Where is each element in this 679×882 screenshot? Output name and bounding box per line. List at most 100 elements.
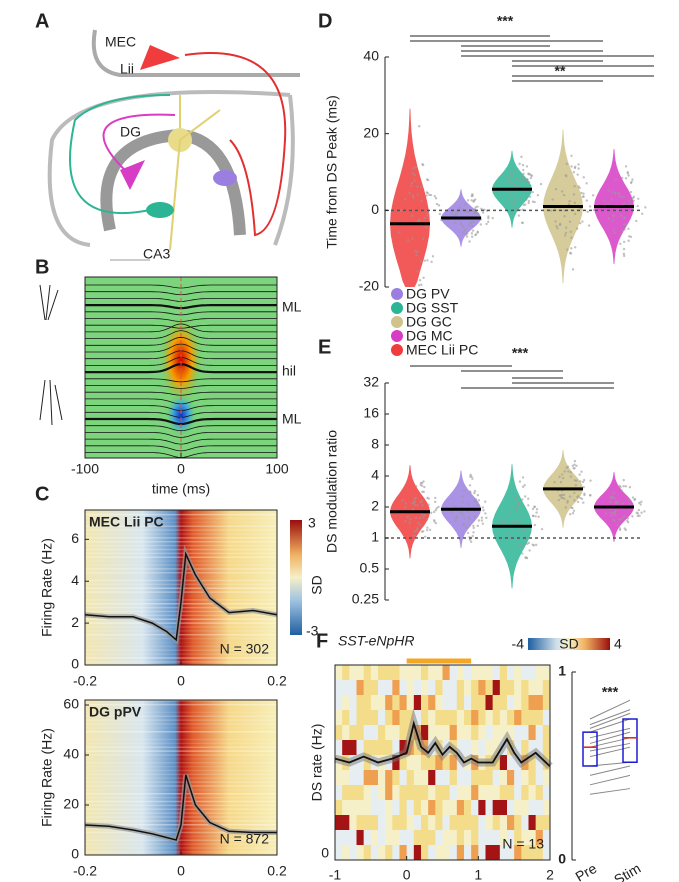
heatmap-cell (485, 815, 493, 831)
sample-dot (421, 504, 424, 507)
heatmap-cell (428, 710, 436, 726)
raster-row (85, 513, 277, 516)
heatmap-cell (399, 695, 407, 711)
sample-dot (580, 470, 583, 473)
heatmap-cell (399, 770, 407, 786)
sample-dot (415, 253, 418, 257)
sample-dot (629, 190, 633, 194)
heatmap-cell (413, 830, 422, 846)
sample-dot (437, 204, 441, 207)
heatmap-cell (392, 680, 400, 696)
heatmap-cell (478, 815, 486, 831)
heatmap-cell (521, 680, 529, 696)
heatmap-cell (442, 710, 450, 726)
sample-dot (467, 502, 470, 506)
heatmap-cell (435, 815, 443, 831)
heatmap-cell (492, 710, 501, 726)
heatmap-cell (449, 680, 458, 696)
sample-dot (636, 514, 639, 518)
sample-dot (533, 523, 537, 527)
sample-dot (459, 511, 463, 515)
heatmap-cell (435, 695, 443, 711)
sample-dot (577, 185, 580, 188)
raster-row (85, 731, 277, 733)
raster-row (85, 548, 277, 551)
heatmap-cell (514, 770, 522, 786)
heatmap-cell (428, 695, 436, 711)
heatmap-cell (499, 695, 508, 711)
sample-dot (513, 198, 516, 201)
heatmap-cell (349, 815, 357, 831)
sample-dot (570, 506, 573, 509)
sample-dot (622, 485, 625, 488)
heatmap-cell (421, 755, 429, 771)
heatmap-cell (442, 725, 450, 741)
sample-dot (515, 208, 518, 212)
heatmap-cell (499, 725, 508, 741)
sample-dot (570, 165, 573, 168)
sample-dot (423, 535, 427, 538)
mean-rate-line (84, 774, 277, 841)
x-tick-label: 0.2 (267, 673, 287, 689)
legend-swatch (391, 302, 403, 314)
sample-dot (611, 191, 614, 194)
heatmap-cell (363, 800, 372, 816)
y-axis-label: DS modulation ratio (324, 430, 340, 553)
heatmap-cell (485, 740, 493, 756)
heatmap-cell (507, 695, 515, 711)
sample-dot (568, 200, 571, 203)
heatmap-cell (542, 830, 551, 846)
raster-row (85, 541, 277, 543)
heatmap-cell (521, 665, 529, 681)
sample-dot (518, 179, 521, 182)
raster-row (85, 793, 277, 795)
heatmap-cell (499, 845, 508, 861)
heatmap-cell (507, 665, 515, 681)
sample-dot (469, 491, 472, 494)
sst-axon (69, 94, 171, 215)
heatmap-cell (464, 800, 472, 816)
sample-dot (418, 516, 422, 520)
sample-dot (470, 475, 473, 478)
sample-dot (433, 500, 437, 504)
gc-dendrite (169, 95, 221, 251)
heatmap-cell (349, 725, 357, 741)
heatmap-cell (356, 740, 364, 756)
heatmap-cell (464, 815, 472, 831)
heatmap-cell (435, 680, 443, 696)
y-tick-label: 0 (71, 846, 79, 862)
colorbar (528, 638, 610, 650)
sample-dot (411, 237, 414, 240)
sample-dot (463, 517, 466, 520)
sample-dot (531, 514, 535, 518)
sample-dot (622, 216, 626, 220)
heatmap-cell (535, 725, 544, 741)
neuron-sketch (39, 379, 63, 426)
x-axis-label: time (ms) (152, 481, 210, 497)
sample-dot (454, 519, 457, 522)
sample-dot (419, 523, 422, 527)
heatmap-cell (335, 815, 343, 831)
sample-dot (582, 501, 585, 504)
heatmap-cell (335, 770, 343, 786)
sample-dot (627, 174, 630, 177)
csd-source (165, 393, 197, 437)
heatmap-cell (399, 680, 407, 696)
sample-dot (527, 199, 531, 203)
paired-line (589, 709, 631, 726)
heatmap-cell (356, 815, 364, 831)
sample-dot (484, 512, 487, 515)
heatmap-cell (456, 845, 465, 861)
raster-row (85, 533, 277, 535)
heatmap-cell (370, 680, 379, 696)
heatmap-cell (535, 710, 544, 726)
heatmap-cell (478, 725, 486, 741)
sample-dot (627, 239, 630, 242)
heatmap-cell (514, 740, 522, 756)
sample-dot (588, 494, 592, 497)
paired-line (589, 699, 631, 720)
sample-dot (521, 505, 525, 509)
sample-dot (468, 524, 471, 528)
heatmap-cell (385, 800, 393, 816)
sample-dot (426, 259, 429, 262)
